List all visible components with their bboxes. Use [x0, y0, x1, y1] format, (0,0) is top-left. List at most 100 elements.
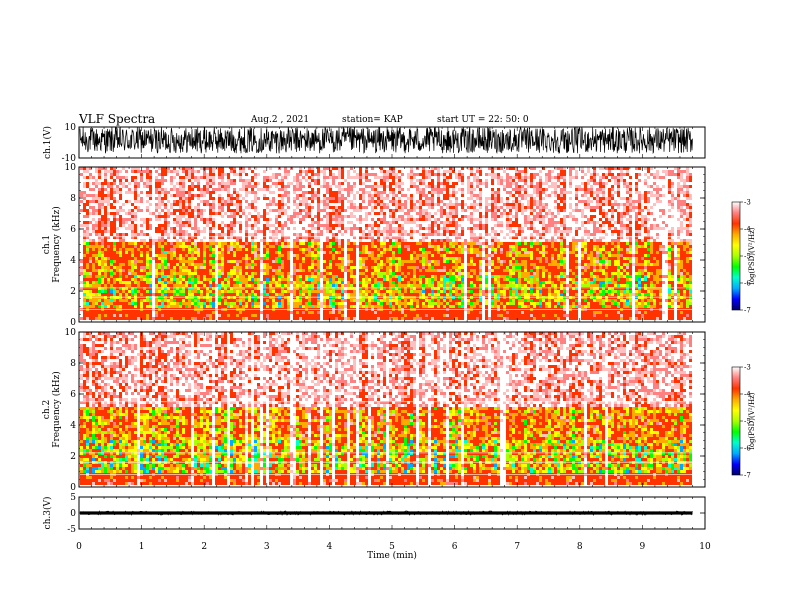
- spectrogram-cell: [146, 284, 149, 287]
- spectrogram-cell: [197, 311, 200, 314]
- spectrogram-cell: [335, 314, 338, 317]
- spectrogram-cell: [134, 314, 137, 317]
- spectrogram-cell: [128, 227, 131, 230]
- spectrogram-cell: [86, 176, 89, 179]
- spectrogram-cell: [197, 176, 200, 179]
- spectrogram-cell: [95, 269, 98, 272]
- spectrogram-cell: [164, 314, 167, 317]
- spectrogram-cell: [182, 242, 185, 245]
- spectrogram-cell: [197, 245, 200, 248]
- spectrogram-cell: [98, 242, 101, 245]
- spectrogram-cell: [314, 311, 317, 314]
- spectrogram-cell: [131, 170, 134, 173]
- spectrogram-cell: [299, 257, 302, 260]
- spectrogram-cell: [128, 314, 131, 317]
- spectrogram-cell: [209, 176, 212, 179]
- spectrogram-cell: [395, 305, 398, 308]
- spectrogram-cell: [83, 236, 86, 239]
- spectrogram-cell: [224, 278, 227, 281]
- spectrogram-cell: [221, 248, 224, 251]
- spectrogram-cell: [209, 251, 212, 254]
- spectrogram-cell: [431, 182, 434, 185]
- spectrogram-cell: [230, 302, 233, 305]
- spectrogram-cell: [272, 305, 275, 308]
- spectrogram-cell: [188, 221, 191, 224]
- spectrogram-cell: [191, 299, 194, 302]
- spectrogram-cell: [428, 245, 431, 248]
- spectrogram-cell: [218, 176, 221, 179]
- spectrogram-cell: [218, 299, 221, 302]
- spectrogram-cell: [335, 212, 338, 215]
- spectrogram-cell: [311, 197, 314, 200]
- spectrogram-cell: [332, 224, 335, 227]
- spectrogram-cell: [182, 221, 185, 224]
- spectrogram-cell: [320, 305, 323, 308]
- spectrogram-cell: [131, 215, 134, 218]
- spectrogram-cell: [182, 224, 185, 227]
- spectrogram-cell: [359, 239, 362, 242]
- spectrogram-cell: [242, 266, 245, 269]
- spectrogram-cell: [407, 221, 410, 224]
- spectrogram-cell: [299, 251, 302, 254]
- spectrogram-cell: [416, 173, 419, 176]
- spectrogram-cell: [197, 242, 200, 245]
- spectrogram-cell: [398, 215, 401, 218]
- spectrogram-cell: [197, 281, 200, 284]
- spectrogram-cell: [422, 260, 425, 263]
- spectrogram-cell: [266, 281, 269, 284]
- spectrogram-cell: [365, 206, 368, 209]
- spectrogram-cell: [200, 299, 203, 302]
- spectrogram-cell: [269, 260, 272, 263]
- spectrogram-cell: [296, 176, 299, 179]
- spectrogram-cell: [83, 311, 86, 314]
- spectrogram-cell: [425, 173, 428, 176]
- spectrogram-cell: [440, 221, 443, 224]
- spectrogram-cell: [437, 251, 440, 254]
- spectrogram-cell: [140, 179, 143, 182]
- spectrogram-cell: [416, 245, 419, 248]
- spectrogram-cell: [377, 272, 380, 275]
- spectrogram-cell: [170, 287, 173, 290]
- spectrogram-cell: [188, 209, 191, 212]
- spectrogram-cell: [425, 272, 428, 275]
- spectrogram-cell: [140, 266, 143, 269]
- spectrogram-cell: [377, 287, 380, 290]
- spectrogram-cell: [254, 257, 257, 260]
- spectrogram-cell: [431, 290, 434, 293]
- spectrogram-cell: [317, 230, 320, 233]
- spectrogram-cell: [164, 260, 167, 263]
- spectrogram-cell: [167, 263, 170, 266]
- spectrogram-cell: [152, 212, 155, 215]
- spectrogram-cell: [392, 236, 395, 239]
- spectrogram-cell: [146, 311, 149, 314]
- spectrogram-cell: [119, 179, 122, 182]
- spectrogram-cell: [284, 275, 287, 278]
- spectrogram-cell: [269, 299, 272, 302]
- spectrogram-cell: [179, 227, 182, 230]
- spectrogram-cell: [203, 230, 206, 233]
- spectrogram-cell: [227, 203, 230, 206]
- spectrogram-cell: [317, 281, 320, 284]
- spectrogram-cell: [200, 257, 203, 260]
- spectrogram-cell: [305, 245, 308, 248]
- spectrogram-cell: [158, 284, 161, 287]
- spectrogram-cell: [233, 179, 236, 182]
- spectrogram-cell: [107, 248, 110, 251]
- spectrogram-cell: [278, 269, 281, 272]
- spectrogram-cell: [128, 278, 131, 281]
- spectrogram-cell: [161, 179, 164, 182]
- spectrogram-cell: [347, 227, 350, 230]
- spectrogram-cell: [413, 242, 416, 245]
- spectrogram-cell: [431, 206, 434, 209]
- spectrogram-cell: [185, 317, 188, 320]
- spectrogram-cell: [179, 215, 182, 218]
- spectrogram-cell: [161, 266, 164, 269]
- spectrogram-cell: [392, 170, 395, 173]
- spectrogram-cell: [407, 215, 410, 218]
- spectrogram-cell: [422, 299, 425, 302]
- spectrogram-cell: [110, 263, 113, 266]
- spectrogram-cell: [362, 176, 365, 179]
- spectrogram-cell: [401, 239, 404, 242]
- spectrogram-cell: [398, 314, 401, 317]
- spectrogram-cell: [254, 245, 257, 248]
